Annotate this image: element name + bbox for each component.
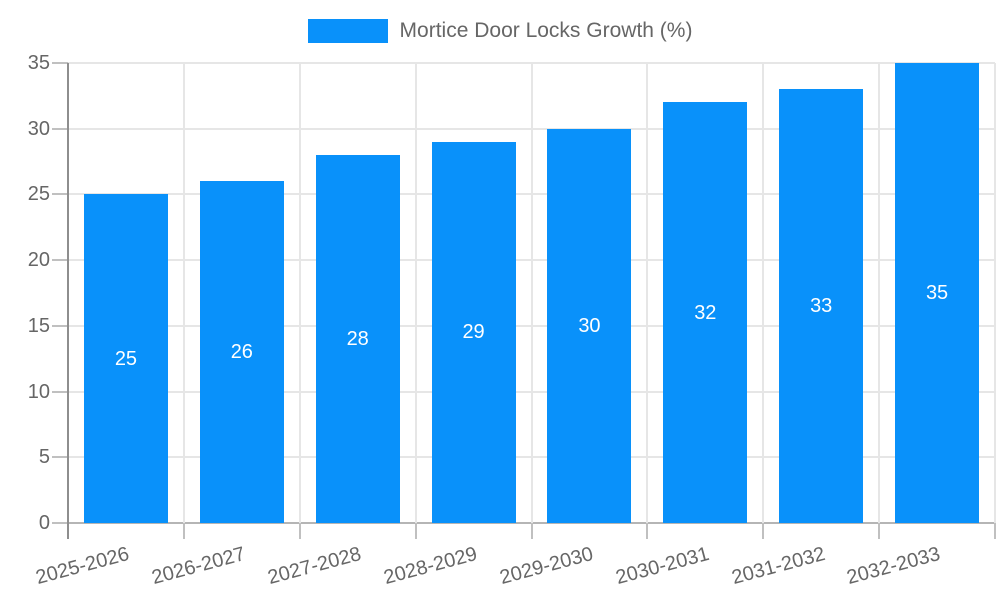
gridline-v — [762, 63, 765, 523]
x-tick-label: 2031-2032 — [729, 542, 828, 589]
tick-mark — [52, 127, 68, 130]
gridline-v — [530, 63, 533, 523]
legend-label: Mortice Door Locks Growth (%) — [399, 19, 693, 42]
bar[interactable] — [779, 89, 864, 523]
bar-value-label: 32 — [694, 301, 717, 324]
bar[interactable] — [663, 102, 748, 523]
x-tick-label: 2028-2029 — [381, 542, 480, 589]
bar[interactable] — [199, 181, 284, 523]
bar-value-label: 26 — [230, 341, 253, 364]
bar[interactable] — [315, 155, 400, 523]
bar-value-label: 25 — [114, 347, 138, 370]
tick-mark — [52, 324, 68, 327]
tick-mark — [182, 523, 185, 539]
y-tick-label: 0 — [38, 512, 50, 534]
tick-mark — [414, 523, 417, 539]
bar[interactable] — [547, 128, 632, 523]
x-tick-label: 2025-2026 — [33, 542, 132, 589]
tick-mark — [530, 523, 533, 539]
bar-value-label: 35 — [925, 282, 949, 304]
tick-mark — [52, 390, 68, 393]
chart-legend[interactable]: Mortice Door Locks Growth (%) — [0, 19, 1000, 43]
x-tick-label: 2029-2030 — [497, 542, 596, 589]
tick-mark — [994, 523, 996, 539]
y-tick-label: 25 — [27, 183, 50, 206]
x-tick-label: 2032-2033 — [844, 542, 944, 589]
y-tick-label: 5 — [38, 446, 50, 469]
tick-mark — [298, 523, 301, 539]
tick-mark — [878, 523, 881, 539]
bar[interactable] — [895, 63, 980, 523]
tick-mark — [762, 523, 765, 539]
x-tick-label: 2027-2028 — [265, 542, 364, 589]
tick-mark — [52, 259, 68, 262]
tick-mark — [52, 62, 68, 64]
tick-mark — [646, 523, 649, 539]
y-tick-label: 20 — [27, 249, 50, 272]
gridline-v — [878, 63, 881, 523]
x-tick-label: 2026-2027 — [149, 542, 248, 589]
bar-value-label: 33 — [810, 295, 833, 318]
y-tick-label: 15 — [27, 314, 50, 337]
gridline-v — [182, 63, 185, 523]
bar[interactable] — [431, 141, 516, 523]
legend-swatch — [307, 19, 388, 43]
bar-value-label: 30 — [578, 314, 601, 337]
y-tick-label: 35 — [27, 52, 50, 74]
gridline-v — [646, 63, 649, 523]
bar-value-label: 28 — [346, 328, 369, 350]
gridline-v — [414, 63, 417, 523]
y-axis-line — [67, 63, 69, 523]
tick-mark — [67, 523, 69, 539]
tick-mark — [52, 522, 68, 524]
y-tick-label: 10 — [27, 380, 50, 403]
bar-value-label: 29 — [462, 321, 485, 344]
tick-mark — [52, 456, 68, 459]
tick-mark — [52, 193, 68, 196]
gridline-v — [298, 63, 301, 523]
bar[interactable] — [83, 194, 168, 523]
gridline-v — [994, 63, 996, 523]
x-tick-label: 2030-2031 — [613, 542, 712, 589]
y-tick-label: 30 — [27, 117, 50, 140]
